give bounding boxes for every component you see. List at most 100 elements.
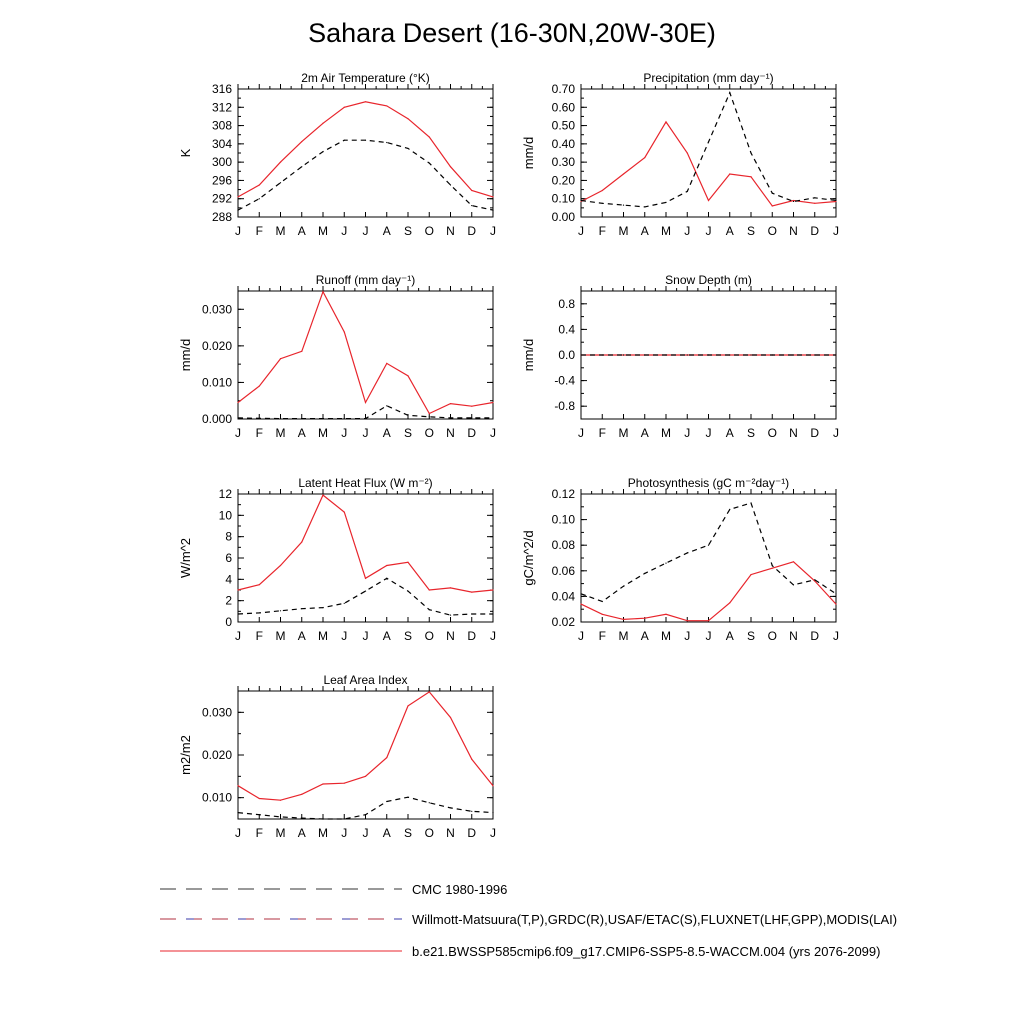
x-tick-label: M bbox=[619, 629, 629, 643]
x-tick-label: F bbox=[599, 426, 606, 440]
y-tick-label: 0.030 bbox=[202, 705, 232, 719]
x-tick-label: J bbox=[684, 224, 690, 238]
y-tick-label: 312 bbox=[212, 100, 232, 114]
obs-point bbox=[729, 92, 731, 94]
model-point bbox=[322, 494, 324, 496]
y-tick-label: 300 bbox=[212, 155, 232, 169]
y-axis-label: gC/m^2/d bbox=[521, 530, 536, 585]
x-tick-label: N bbox=[446, 826, 455, 840]
series-model-line bbox=[237, 494, 494, 593]
model-point bbox=[258, 584, 260, 586]
figure-title: Sahara Desert (16-30N,20W-30E) bbox=[308, 18, 716, 48]
obs-point bbox=[750, 502, 752, 504]
x-tick-label: M bbox=[276, 629, 286, 643]
model-point bbox=[580, 200, 582, 203]
obs-point bbox=[279, 182, 282, 184]
model-point bbox=[792, 199, 795, 202]
x-tick-label: O bbox=[425, 629, 434, 643]
obs-point bbox=[449, 417, 452, 419]
y-tick-label: 0.30 bbox=[552, 155, 576, 169]
model-point bbox=[322, 291, 324, 293]
model-point bbox=[601, 189, 603, 192]
obs-point bbox=[492, 209, 494, 211]
x-tick-label: J bbox=[235, 629, 241, 643]
obs-point bbox=[407, 590, 409, 592]
x-tick-label: F bbox=[256, 629, 263, 643]
model-point bbox=[665, 121, 667, 123]
y-tick-label: 0.10 bbox=[552, 192, 576, 206]
x-tick-label: F bbox=[599, 224, 606, 238]
x-tick-label: A bbox=[298, 629, 306, 643]
y-tick-label: 6 bbox=[225, 551, 232, 565]
obs-point bbox=[279, 418, 282, 420]
obs-point bbox=[665, 201, 667, 203]
obs-point bbox=[707, 354, 710, 356]
model-point bbox=[237, 401, 239, 404]
x-tick-label: J bbox=[490, 629, 496, 643]
x-tick-label: O bbox=[768, 629, 777, 643]
obs-point bbox=[258, 612, 260, 614]
x-tick-label: O bbox=[425, 426, 434, 440]
x-tick-label: J bbox=[578, 629, 584, 643]
chart-panel-6: Photosynthesis (gC m⁻²day⁻¹)J F M A M J J A S O N D… bbox=[521, 476, 839, 643]
x-tick-label: O bbox=[425, 224, 434, 238]
obs-point bbox=[771, 354, 773, 356]
model-point bbox=[492, 785, 494, 787]
obs-point bbox=[601, 354, 603, 356]
model-point bbox=[322, 122, 324, 124]
obs-point bbox=[771, 565, 773, 567]
legend-item-1: CMC 1980-1996 bbox=[160, 882, 507, 897]
model-point bbox=[835, 603, 837, 605]
x-tick-label: M bbox=[318, 629, 328, 643]
y-tick-label: 0.60 bbox=[552, 100, 576, 114]
y-tick-label: 0.00 bbox=[552, 210, 576, 224]
y-axis-label: W/m^2 bbox=[178, 538, 193, 578]
y-tick-label: 0.020 bbox=[202, 748, 232, 762]
model-point bbox=[343, 331, 345, 333]
chart-panel-4: Snow Depth (m)J F M A M J J A S O N D J-0.8-0.40.00.… bbox=[521, 273, 839, 440]
plot-frame bbox=[237, 290, 494, 420]
legend-item-3: b.e21.BWSSP585cmip6.f09_g17.CMIP6-SSP5-8… bbox=[160, 944, 880, 959]
obs-point bbox=[686, 552, 688, 554]
series-model-line bbox=[237, 290, 494, 415]
x-tick-label: S bbox=[404, 629, 412, 643]
obs-point bbox=[322, 818, 324, 820]
obs-point bbox=[258, 417, 260, 419]
x-tick-label: J bbox=[706, 629, 712, 643]
obs-point bbox=[580, 199, 582, 202]
model-point bbox=[279, 564, 282, 567]
x-tick-label: J bbox=[684, 629, 690, 643]
obs-point bbox=[814, 354, 816, 356]
x-tick-label: A bbox=[726, 224, 734, 238]
model-point bbox=[279, 161, 282, 163]
model-point bbox=[471, 591, 473, 593]
x-tick-label: S bbox=[404, 826, 412, 840]
model-point bbox=[492, 401, 494, 404]
x-tick-label: D bbox=[810, 224, 819, 238]
x-tick-label: S bbox=[747, 629, 755, 643]
obs-point bbox=[386, 405, 388, 407]
model-point bbox=[750, 176, 752, 178]
model-point bbox=[601, 613, 603, 615]
x-tick-label: M bbox=[318, 826, 328, 840]
model-point bbox=[322, 783, 324, 785]
obs-point bbox=[301, 608, 303, 610]
obs-point bbox=[471, 204, 473, 207]
y-axis-label: m2/m2 bbox=[178, 735, 193, 775]
plot-frame bbox=[237, 493, 494, 623]
x-tick-label: A bbox=[298, 426, 306, 440]
x-tick-label: A bbox=[641, 224, 649, 238]
obs-point bbox=[601, 600, 603, 603]
obs-point bbox=[343, 818, 345, 820]
x-tick-label: J bbox=[684, 426, 690, 440]
y-tick-label: 292 bbox=[212, 192, 232, 206]
x-tick-label: D bbox=[467, 426, 476, 440]
obs-point bbox=[580, 593, 582, 595]
x-tick-label: M bbox=[276, 224, 286, 238]
y-tick-label: 304 bbox=[212, 137, 232, 151]
x-tick-label: N bbox=[789, 426, 798, 440]
x-tick-label: J bbox=[490, 224, 496, 238]
legend-item-2: Willmott-Matsuura(T,P),GRDC(R),USAF/ETAC… bbox=[160, 912, 897, 927]
obs-point bbox=[237, 613, 239, 615]
model-point bbox=[237, 589, 239, 591]
